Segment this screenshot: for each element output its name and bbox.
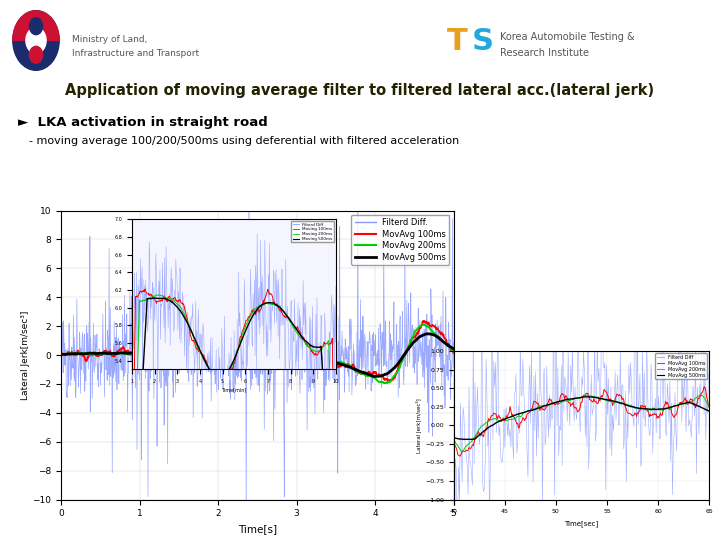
Circle shape xyxy=(26,28,46,53)
Text: Korea Automobile Testing &: Korea Automobile Testing & xyxy=(500,32,635,43)
Y-axis label: Lateral Jerk[m/sec³]: Lateral Jerk[m/sec³] xyxy=(416,398,422,453)
Legend: Filterd Diff., MovAvg 100ms, MovAvg 200ms, MovAvg 500ms: Filterd Diff., MovAvg 100ms, MovAvg 200m… xyxy=(351,215,449,265)
Text: T: T xyxy=(446,27,467,56)
Circle shape xyxy=(13,11,59,70)
Y-axis label: Lateral Jerk[m/sec³]: Lateral Jerk[m/sec³] xyxy=(21,310,30,400)
Text: Ministry of Land,: Ministry of Land, xyxy=(72,35,148,44)
Text: Application of moving average filter to filtered lateral acc.(lateral jerk): Application of moving average filter to … xyxy=(66,83,654,98)
Text: Research Institute: Research Institute xyxy=(500,48,590,58)
X-axis label: Time[sec]: Time[sec] xyxy=(564,520,598,526)
X-axis label: Time[s]: Time[s] xyxy=(238,524,277,534)
Text: - moving average 100/200/500ms using deferential with filtered acceleration: - moving average 100/200/500ms using def… xyxy=(29,136,459,146)
Wedge shape xyxy=(13,11,59,40)
Text: ►  LKA activation in straight road: ► LKA activation in straight road xyxy=(18,116,268,129)
Legend: Filterd Diff, MovAvg 100ms, MovAvg 200ms, MovAvg 500ms: Filterd Diff, MovAvg 100ms, MovAvg 200ms… xyxy=(655,354,707,379)
Text: S: S xyxy=(472,27,494,56)
Circle shape xyxy=(30,18,42,35)
Circle shape xyxy=(30,46,42,63)
Text: Infrastructure and Transport: Infrastructure and Transport xyxy=(72,49,199,58)
